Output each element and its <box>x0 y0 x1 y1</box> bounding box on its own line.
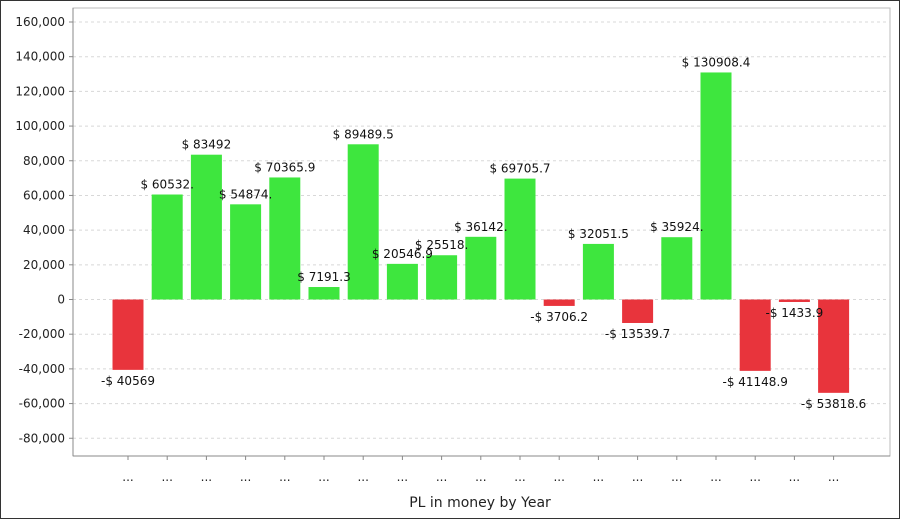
x-axis-ticks: ........................................… <box>122 456 839 484</box>
y-tick-label: 160,000 <box>15 15 65 29</box>
y-tick-label: 20,000 <box>23 258 65 272</box>
bar <box>269 177 301 300</box>
y-axis-ticks: 160,000 140,000 120,000 100,000 80,000 60,000… <box>15 15 73 445</box>
data-label: -$ 3706.2 <box>530 310 588 324</box>
data-label: -$ 41148.9 <box>722 375 787 389</box>
data-label: -$ 1433.9 <box>766 306 824 320</box>
y-tick-label: -60,000 <box>19 397 65 411</box>
x-tick-label: ... <box>475 470 486 484</box>
x-tick-label: ... <box>436 470 447 484</box>
y-tick-label: 60,000 <box>23 188 65 202</box>
data-label: $ 54874. <box>219 187 272 201</box>
x-tick-label: ... <box>201 470 212 484</box>
x-tick-label: ... <box>279 470 290 484</box>
x-tick-label: ... <box>710 470 721 484</box>
bars <box>112 72 850 393</box>
y-tick-label: 140,000 <box>15 50 65 64</box>
data-label: $ 83492 <box>182 138 232 152</box>
bar <box>190 154 222 300</box>
bar <box>504 178 536 300</box>
x-tick-label: ... <box>397 470 408 484</box>
bar <box>386 263 418 300</box>
data-label: $ 130908.4 <box>682 55 751 69</box>
data-label: $ 69705.7 <box>489 162 550 176</box>
bar <box>230 204 262 300</box>
bar <box>622 299 654 323</box>
bar <box>739 299 771 371</box>
bar <box>112 299 144 370</box>
y-tick-label: 120,000 <box>15 84 65 98</box>
data-label: -$ 53818.6 <box>801 397 866 411</box>
y-tick-label: 100,000 <box>15 119 65 133</box>
data-label: $ 35924. <box>650 220 703 234</box>
data-label: $ 25518. <box>415 238 468 252</box>
x-tick-label: ... <box>240 470 251 484</box>
bar <box>818 299 850 393</box>
data-label: -$ 40569 <box>101 374 155 388</box>
x-tick-label: ... <box>593 470 604 484</box>
bar <box>700 72 732 300</box>
x-tick-label: ... <box>632 470 643 484</box>
x-tick-label: ... <box>122 470 133 484</box>
data-label: $ 7191.3 <box>297 270 350 284</box>
data-label: $ 36142. <box>454 220 507 234</box>
bar <box>151 194 183 300</box>
bar <box>308 287 340 300</box>
x-tick-label: ... <box>553 470 564 484</box>
x-tick-label: ... <box>514 470 525 484</box>
y-tick-label: 80,000 <box>23 154 65 168</box>
y-tick-label: -20,000 <box>19 327 65 341</box>
x-tick-label: ... <box>671 470 682 484</box>
x-tick-label: ... <box>749 470 760 484</box>
bar <box>465 236 497 300</box>
data-labels: -$ 40569 $ 60532. $ 83492 $ 54874. $ 70365.9… <box>101 55 866 410</box>
x-axis-title: PL in money by Year <box>409 495 551 511</box>
x-tick-label: ... <box>318 470 329 484</box>
bar <box>347 144 379 300</box>
bar <box>426 255 458 300</box>
y-tick-label: 40,000 <box>23 223 65 237</box>
x-tick-label: ... <box>357 470 368 484</box>
data-label: -$ 13539.7 <box>605 327 670 341</box>
data-label: $ 89489.5 <box>333 127 394 141</box>
bar <box>661 237 693 300</box>
y-tick-label: -40,000 <box>19 362 65 376</box>
bar <box>778 299 810 302</box>
data-label: $ 70365.9 <box>254 160 315 174</box>
y-tick-label: 0 <box>57 293 65 307</box>
data-label: $ 20546.9 <box>372 247 433 261</box>
bar <box>543 299 575 306</box>
bar <box>582 243 614 300</box>
data-label: $ 60532. <box>140 178 193 192</box>
y-tick-label: -80,000 <box>19 431 65 445</box>
x-tick-label: ... <box>789 470 800 484</box>
x-tick-label: ... <box>161 470 172 484</box>
x-tick-label: ... <box>828 470 839 484</box>
data-label: $ 32051.5 <box>568 227 629 241</box>
